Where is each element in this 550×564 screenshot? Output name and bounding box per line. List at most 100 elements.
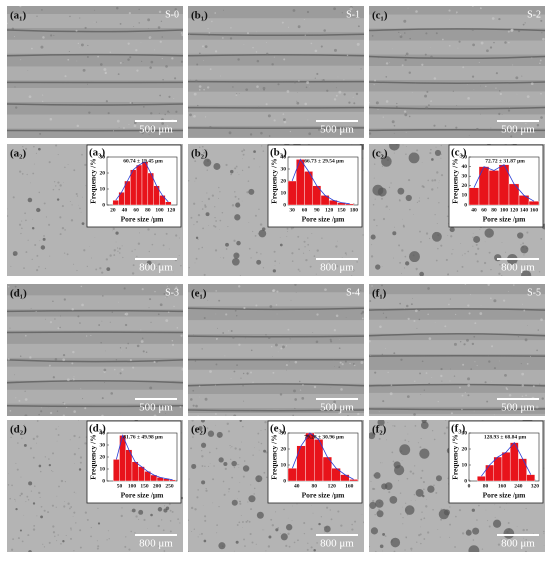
x-tick-label: 120 [510,207,519,213]
panel: (a₁) S-0 500 μm [7,6,183,138]
histogram-bar [518,195,530,206]
inset-label: (c₃) [451,147,467,159]
micrograph [7,6,183,138]
y-tick-label: 10 [281,462,287,468]
sample-label: S-4 [346,287,360,298]
stat-label: 128.93 ± 68.84 μm [484,434,527,440]
x-tick-label: 40 [122,207,128,213]
panel-label: (b₂) [191,148,208,160]
x-axis-label: Pore size /μm [483,491,527,500]
sample-label: S-2 [527,9,541,20]
sample-label: S-5 [527,287,541,298]
scale-label: 800 μm [501,262,535,274]
y-tick-label: 0 [283,202,286,208]
scale-label: 800 μm [139,262,173,274]
histogram-bar [118,192,125,206]
y-axis-label: Frequency /% [451,158,460,203]
histogram-bar [349,479,359,482]
y-tick-label: 20 [100,170,106,176]
histogram-bar [169,479,176,482]
scale-label: 800 μm [139,538,173,550]
fit-curve [115,434,173,481]
scale-label: 800 μm [501,538,535,550]
panel: (d₂)S-3800 μm50100150200250010203040(d₃)… [7,420,183,552]
y-tick-label: 40 [281,154,287,160]
histogram-bar [287,468,297,482]
y-tick-label: 20 [462,446,468,452]
x-tick-label: 40 [471,207,477,213]
panel-label: (a₁) [10,10,26,22]
fit-curve [115,161,169,203]
x-axis-label: Pore size /μm [302,215,346,224]
stat-label: 79.28 ± 30.96 μm [304,434,344,440]
y-tick-label: 0 [464,478,467,484]
panel-label: (f₁) [372,288,387,300]
fit-curve [481,441,532,477]
histogram-bar [131,461,139,482]
histogram-bar [485,464,494,482]
micrograph [7,284,183,416]
panel: (b₁) S-1 500 μm [188,6,364,138]
inset-label: (a₃) [89,147,105,159]
y-tick-label: 0 [283,478,286,484]
x-tick-label: 180 [350,207,359,213]
panel: (d₁) S-3 500 μm [7,284,183,416]
inset-histogram: 40 60 80 100 120 140 160 0 10 20 30 40 50(c₃) 72.72 ±… [448,144,544,228]
x-tick-label: 150 [337,207,346,213]
histogram-bar [493,456,503,482]
y-axis-label: Frequency /% [89,434,98,479]
y-axis-label: Frequency /% [89,158,98,203]
y-tick-label: 0 [102,478,105,484]
x-tick-label: 80 [145,207,151,213]
inset-histogram: 20 40 60 80 100 120 0 10 20 30(a₃) 60.74 ± 19.45 μ… [86,144,182,228]
histogram-bar [518,458,527,482]
x-tick-label: 320 [531,483,540,489]
inset-histogram: 0 80 160 240 320 0 10 20 30(f₃) 128.93 ± 68.84 μm… [448,420,544,504]
panel-label: (c₂) [372,148,388,160]
x-tick-label: 160 [498,483,507,489]
inset-histogram: 50 100 150 200 250 0 10 20 30 40(d₃) 81.76 ± 49.98… [86,420,182,504]
x-tick-label: 60 [302,207,308,213]
x-tick-label: 250 [165,483,174,489]
panel: (e₂)S-4800 μm40801201600102030(e₃)79.28 … [188,420,364,552]
x-tick-label: 0 [468,483,471,489]
inset-label: (b₃) [270,147,287,159]
x-tick-label: 20 [110,207,116,213]
panel: (c₁) S-2 500 μm [369,6,545,138]
x-tick-label: 240 [514,483,523,489]
panel-label: (b₁) [191,10,208,22]
histogram-bar [141,161,149,206]
x-axis-label: Pore size /μm [121,491,165,500]
micrograph [188,284,364,416]
scale-label: 500 μm [320,124,354,136]
x-tick-label: 120 [328,483,337,489]
y-tick-label: 20 [281,446,287,452]
histogram-bar [477,476,486,482]
x-tick-label: 80 [483,483,489,489]
x-tick-label: 80 [491,207,497,213]
panel-label: (a₂) [10,148,26,160]
y-tick-label: 50 [462,154,468,160]
y-tick-label: 30 [462,430,468,436]
scale-label: 500 μm [501,124,535,136]
inset-label: (d₃) [89,423,106,435]
fit-curve [473,164,535,202]
x-tick-label: 160 [345,483,354,489]
stat-label: 81.76 ± 49.98 μm [123,434,163,440]
panel-label: (c₁) [372,10,388,22]
histogram-bar [112,200,119,206]
scale-label: 500 μm [320,402,354,414]
inset-label: (f₃) [451,423,466,435]
x-axis-label: Pore size /μm [483,215,527,224]
micrograph [369,284,545,416]
panel-label: (d₁) [10,288,27,300]
x-tick-label: 60 [133,207,139,213]
histogram-bar [340,474,350,482]
x-axis-label: Pore size /μm [302,491,346,500]
y-tick-label: 30 [100,442,106,448]
y-tick-label: 0 [464,202,467,208]
histogram-bar [478,166,490,206]
panel: (f₂)S-5800 μm0801602403200102030(f₃)128.… [369,420,545,552]
y-tick-label: 10 [281,190,287,196]
